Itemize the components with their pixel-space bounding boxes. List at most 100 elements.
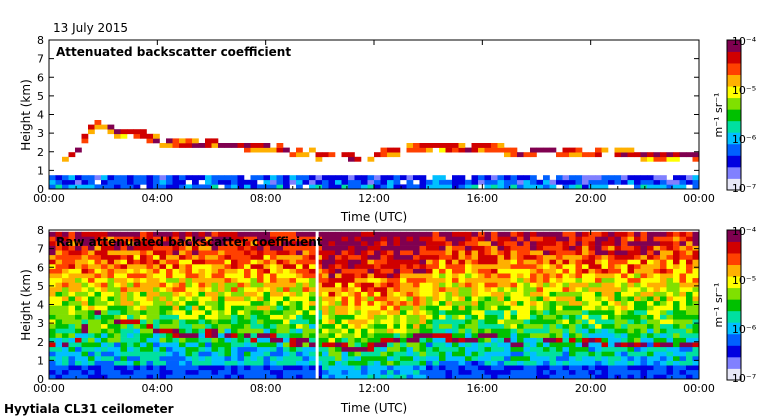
heatmap-cell (94, 245, 102, 251)
heatmap-cell (686, 296, 693, 302)
heatmap-cell (250, 277, 258, 283)
heatmap-cell (575, 236, 583, 242)
heatmap-cell (166, 356, 173, 361)
heatmap-cell (439, 328, 446, 334)
heatmap-cell (205, 250, 212, 256)
heatmap-cell (653, 369, 661, 375)
heatmap-cell (374, 314, 381, 320)
heatmap-cell (166, 319, 173, 325)
heatmap-cell (153, 236, 160, 242)
heatmap-cell (88, 360, 95, 366)
heatmap-cell (413, 351, 420, 357)
heatmap-cell (406, 241, 414, 246)
heatmap-cell (244, 245, 251, 251)
heatmap-cell (276, 300, 284, 306)
heatmap-cell (88, 254, 95, 260)
heatmap-cell (504, 250, 511, 256)
heatmap-cell (328, 300, 336, 306)
heatmap-cell (556, 365, 563, 371)
heatmap-cell (263, 346, 271, 352)
heatmap-cell (276, 360, 284, 366)
heatmap-cell (530, 356, 537, 361)
heatmap-cell (133, 287, 141, 292)
heatmap-cell (510, 374, 518, 379)
heatmap-cell (666, 346, 674, 352)
heatmap-cell (504, 179, 511, 185)
heatmap-cell (491, 296, 498, 302)
heatmap-cell (107, 310, 115, 315)
heatmap-cell (543, 254, 550, 260)
heatmap-cell (432, 374, 440, 379)
heatmap-cell (244, 346, 251, 352)
heatmap-cell (458, 296, 466, 302)
heatmap-cell (595, 374, 602, 379)
heatmap-cell (224, 287, 232, 292)
heatmap-cell (172, 254, 180, 260)
heatmap-cell (621, 323, 628, 329)
heatmap-cell (608, 374, 615, 379)
heatmap-cell (94, 124, 102, 130)
heatmap-cell (419, 179, 427, 185)
heatmap-cell (660, 231, 667, 237)
heatmap-cell (491, 351, 498, 357)
heatmap-cell (686, 277, 693, 283)
heatmap-cell (367, 356, 375, 361)
heatmap-cell (634, 365, 641, 371)
heatmap-cell (575, 277, 583, 283)
heatmap-cell (647, 365, 654, 371)
heatmap-cell (406, 360, 414, 366)
heatmap-cell (146, 133, 154, 139)
heatmap-cell (588, 323, 596, 329)
heatmap-cell (621, 319, 628, 325)
heatmap-cell (348, 236, 355, 242)
heatmap-cell (686, 254, 693, 260)
heatmap-cell (374, 231, 381, 237)
heatmap-cell (328, 175, 336, 181)
heatmap-cell (348, 282, 355, 288)
heatmap-cell (146, 138, 154, 144)
heatmap-cell (75, 254, 82, 260)
heatmap-cell (556, 264, 563, 269)
heatmap-cell (322, 369, 329, 375)
heatmap-cell (406, 282, 414, 288)
heatmap-cell (588, 152, 596, 158)
heatmap-cell (88, 268, 95, 274)
heatmap-cell (62, 179, 69, 185)
heatmap-cell (523, 250, 531, 256)
heatmap-cell (653, 254, 661, 260)
heatmap-cell (588, 300, 596, 306)
heatmap-cell (510, 179, 518, 185)
heatmap-cell (172, 314, 180, 320)
heatmap-cell (471, 175, 479, 181)
heatmap-cell (426, 323, 433, 329)
heatmap-cell (614, 333, 622, 338)
heatmap-cell (374, 268, 381, 274)
heatmap-cell (133, 273, 141, 279)
heatmap-cell (673, 374, 680, 379)
heatmap-cell (127, 129, 134, 135)
heatmap-cell (445, 264, 453, 269)
heatmap-cell (640, 346, 648, 352)
heatmap-cell (114, 351, 121, 357)
heatmap-cell (458, 319, 466, 325)
heatmap-cell (179, 231, 186, 237)
heatmap-cell (608, 287, 615, 292)
heatmap-cell (120, 351, 128, 357)
heatmap-cell (569, 282, 576, 288)
heatmap-cell (211, 374, 219, 379)
heatmap-cell (380, 365, 388, 371)
heatmap-cell (640, 310, 648, 315)
heatmap-cell (283, 296, 290, 302)
heatmap-cell (263, 360, 271, 366)
heatmap-cell (439, 175, 446, 181)
heatmap-cell (387, 264, 394, 269)
heatmap-cell (75, 342, 82, 348)
heatmap-cell (231, 305, 238, 311)
heatmap-cell (179, 259, 186, 265)
heatmap-cell (517, 342, 524, 348)
heatmap-cell (367, 337, 375, 343)
heatmap-cell (146, 291, 154, 297)
heatmap-cell (471, 333, 479, 338)
heatmap-cell (679, 369, 687, 375)
